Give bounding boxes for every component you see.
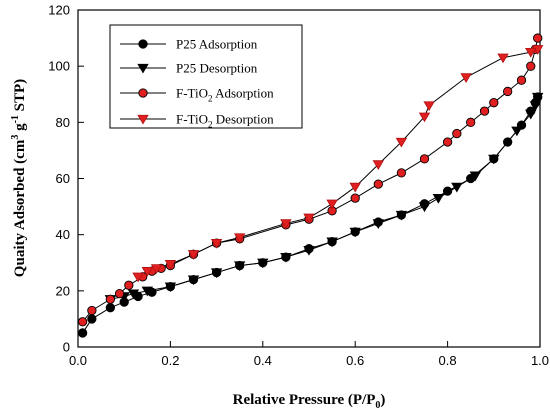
- data-point: [395, 210, 408, 221]
- data-point: [419, 154, 430, 164]
- legend-marker: [138, 88, 148, 98]
- data-point: [373, 179, 383, 189]
- y-tick-label: 20: [56, 283, 70, 298]
- data-point: [303, 245, 315, 256]
- data-point: [210, 268, 223, 279]
- y-tick-label: 0: [63, 340, 70, 355]
- data-point: [187, 250, 200, 260]
- data-point: [326, 237, 338, 248]
- data-point: [511, 126, 523, 137]
- data-point: [124, 280, 134, 290]
- data-point: [132, 272, 144, 283]
- data-point: [526, 61, 536, 71]
- data-point: [280, 252, 292, 263]
- data-point: [87, 314, 97, 324]
- data-point: [210, 238, 223, 249]
- x-tick-label: 0.0: [69, 353, 87, 368]
- data-point: [442, 186, 453, 196]
- data-point: [234, 233, 246, 244]
- data-point: [372, 160, 384, 170]
- data-point: [497, 53, 509, 64]
- data-point: [77, 317, 88, 327]
- data-point: [531, 92, 544, 103]
- legend-marker: [137, 63, 149, 74]
- data-point: [525, 47, 537, 58]
- data-point: [105, 294, 115, 304]
- x-tick-label: 1.0: [531, 353, 549, 368]
- data-point: [503, 137, 513, 147]
- data-point: [452, 128, 462, 139]
- data-point: [466, 117, 476, 127]
- data-point: [114, 288, 125, 299]
- data-point: [423, 101, 435, 112]
- legend-label: F-TiO2 Desorption: [176, 112, 274, 130]
- y-tick-label: 60: [56, 171, 70, 186]
- y-tick-label: 80: [56, 115, 70, 130]
- data-point: [516, 75, 527, 85]
- legend: P25 Adsorption P25 Desorption F-TiO2 Adsor…: [109, 24, 303, 130]
- data-point: [187, 275, 200, 286]
- data-point: [418, 202, 431, 213]
- x-tick-label: 0.2: [161, 353, 179, 368]
- data-point: [469, 171, 482, 182]
- data-point: [303, 213, 315, 224]
- data-point: [349, 227, 361, 238]
- legend-marker: [137, 114, 149, 125]
- data-point: [87, 305, 97, 316]
- data-point: [489, 98, 499, 108]
- data-point: [164, 282, 177, 293]
- y-tick-label: 120: [48, 3, 70, 18]
- x-tick-label: 0.4: [254, 353, 272, 368]
- x-tick-label: 0.8: [439, 353, 457, 368]
- data-point: [395, 137, 408, 148]
- legend-label: F-TiO2 Adsorption: [176, 86, 274, 104]
- data-point: [529, 101, 542, 112]
- data-point: [442, 137, 453, 147]
- data-point: [164, 260, 177, 270]
- legend-marker: [138, 39, 148, 49]
- data-point: [396, 168, 407, 178]
- series-markers: [77, 33, 544, 338]
- data-point: [533, 33, 543, 43]
- y-tick-label: 100: [48, 59, 70, 74]
- data-point: [257, 258, 269, 269]
- data-point: [372, 219, 384, 229]
- data-point: [479, 106, 490, 116]
- data-point: [503, 86, 513, 97]
- legend-label: P25 Adsorption: [176, 37, 258, 52]
- data-point: [488, 154, 500, 165]
- y-tick-label: 40: [56, 227, 70, 242]
- data-point: [150, 264, 163, 274]
- data-point: [451, 182, 463, 193]
- data-point: [350, 193, 360, 203]
- data-point: [280, 219, 292, 229]
- data-point: [77, 328, 88, 338]
- data-point: [432, 194, 445, 204]
- data-point: [127, 289, 140, 300]
- data-point: [326, 199, 338, 210]
- data-point: [418, 112, 431, 123]
- axis-ticks: 0.0 0.2 0.4 0.6 0.8 1.0 0 20 40 60 80 100 120: [48, 3, 549, 369]
- data-point: [349, 182, 361, 193]
- data-point: [141, 267, 153, 277]
- data-point: [141, 286, 153, 297]
- data-point: [460, 73, 472, 83]
- x-tick-label: 0.6: [346, 353, 364, 368]
- data-point: [234, 261, 246, 272]
- legend-label: P25 Desorption: [176, 61, 258, 76]
- data-point: [525, 109, 537, 120]
- y-axis-title: Quaity Adsorbed (cm3 g-1 STP): [10, 79, 28, 277]
- x-axis-title: Relative Pressure (P/P0): [233, 392, 386, 411]
